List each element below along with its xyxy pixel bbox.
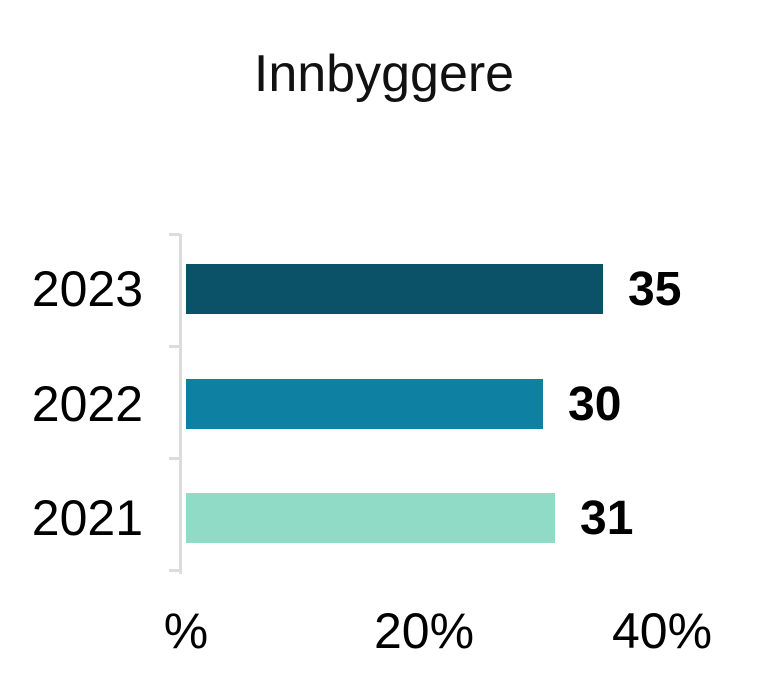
- bar-2023: [186, 264, 603, 314]
- axis-tick: [169, 457, 180, 460]
- bar-2022: [186, 379, 543, 429]
- category-label-2021: 2021: [31, 490, 143, 546]
- value-label-2022: 30: [568, 377, 622, 431]
- x-tick-label-20: 20%: [373, 603, 475, 659]
- chart-title: Innbyggere: [253, 45, 515, 103]
- x-tick-label-40: 40%: [611, 603, 713, 659]
- x-axis: % 20% 40%: [164, 602, 712, 662]
- axis-tick: [169, 345, 180, 348]
- category-label-2023: 2023: [31, 261, 143, 317]
- value-label-2021: 31: [580, 491, 634, 545]
- bar-row: 31: [186, 491, 634, 545]
- axis-tick: [169, 233, 180, 236]
- bar-2021: [186, 493, 555, 543]
- axis-tick: [169, 569, 180, 572]
- category-label-2022: 2022: [31, 376, 143, 432]
- value-label-2023: 35: [628, 262, 682, 316]
- bar-row: 30: [186, 377, 622, 431]
- x-tick-label-0: %: [163, 603, 209, 659]
- y-axis-line: [179, 234, 182, 574]
- bar-row: 35: [186, 262, 682, 316]
